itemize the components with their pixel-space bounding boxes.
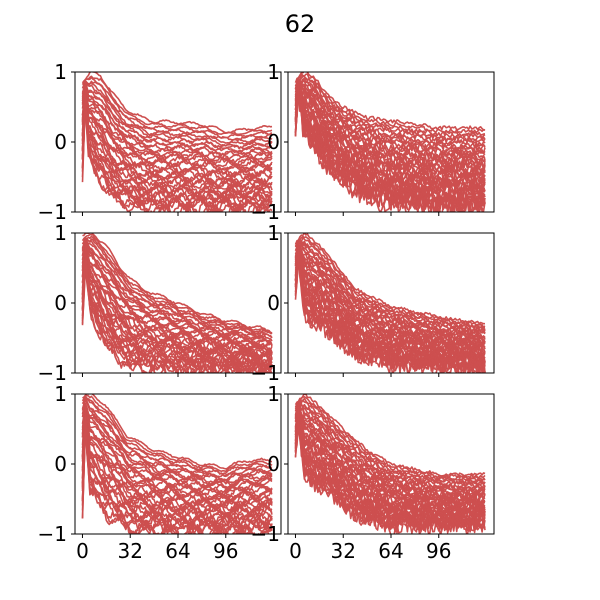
x-tick-label: 96 [213,539,238,563]
series-line [81,424,273,534]
y-tick-label: −1 [38,361,67,385]
y-tick-label: −1 [38,200,67,224]
y-tick-label: 0 [54,452,67,476]
series-line [81,88,273,164]
y-tick-label: 0 [267,130,280,154]
y-tick-label: 1 [267,60,280,84]
series-line [81,403,273,496]
series-line [81,90,273,191]
series-lines [294,233,486,373]
series-line [294,394,486,477]
series-line [294,243,486,334]
series-line [81,72,273,134]
series-line [294,84,486,168]
y-tick-label: 1 [54,60,67,84]
figure-title: 62 [285,10,316,38]
y-tick-label: 0 [54,130,67,154]
x-tick-label: 32 [331,539,356,563]
series-line [81,264,273,373]
series-line [81,254,264,373]
y-tick-label: 0 [267,452,280,476]
series-line [294,253,486,373]
series-line [81,235,273,335]
series-line [295,235,486,328]
series-line [81,90,273,177]
y-tick-label: −1 [251,522,280,546]
series-line [81,397,273,482]
series-line [81,94,271,212]
series-lines [294,72,486,212]
series-line [294,82,486,160]
series-line [81,85,273,172]
series-line [294,74,486,137]
x-tick-label: 64 [165,539,190,563]
series-line [82,394,272,470]
series-line [294,72,486,131]
series-line [81,94,269,212]
series-line [294,414,486,518]
series-line [294,244,486,339]
series-line [294,421,486,534]
y-tick-label: 1 [267,221,280,245]
series-line [81,395,273,475]
series-line [81,75,273,136]
series-line [81,404,273,489]
y-tick-label: −1 [251,361,280,385]
series-line [81,402,273,484]
series-lines [81,72,273,212]
y-tick-label: 0 [54,291,67,315]
series-line [294,408,486,500]
subplot-row1-col1: −1 0 1 [38,60,282,224]
series-line [81,233,273,334]
subplot-row3-col1: −1 0 1 0 32 64 96 [38,382,282,563]
series-line [81,424,273,534]
y-tick-label: 1 [267,382,280,406]
subplot-row2-col2: −1 0 1 [251,221,495,385]
series-line [81,394,273,473]
y-tick-label: 1 [54,221,67,245]
series-lines [294,394,486,534]
subplot-row2-col1: −1 0 1 [38,221,282,385]
series-line [294,240,486,331]
series-line [294,91,484,212]
series-lines [81,394,273,534]
x-tick-label: 32 [118,539,143,563]
series-line [81,88,273,183]
y-tick-label: −1 [251,200,280,224]
subplot-row1-col2: −1 0 1 [251,60,495,224]
series-line [81,92,273,212]
y-tick-label: 0 [267,291,280,315]
y-tick-label: 1 [54,382,67,406]
x-tick-label: 64 [378,539,403,563]
series-line [81,397,273,478]
series-line [81,240,273,339]
x-tick-label: 0 [76,539,89,563]
series-lines [81,233,273,373]
y-tick-label: −1 [38,522,67,546]
x-tick-label: 0 [289,539,302,563]
x-tick-label: 96 [426,539,451,563]
series-line [81,80,273,144]
series-line [294,75,486,139]
subplot-row3-col2: −1 0 1 0 32 64 96 [251,382,495,563]
